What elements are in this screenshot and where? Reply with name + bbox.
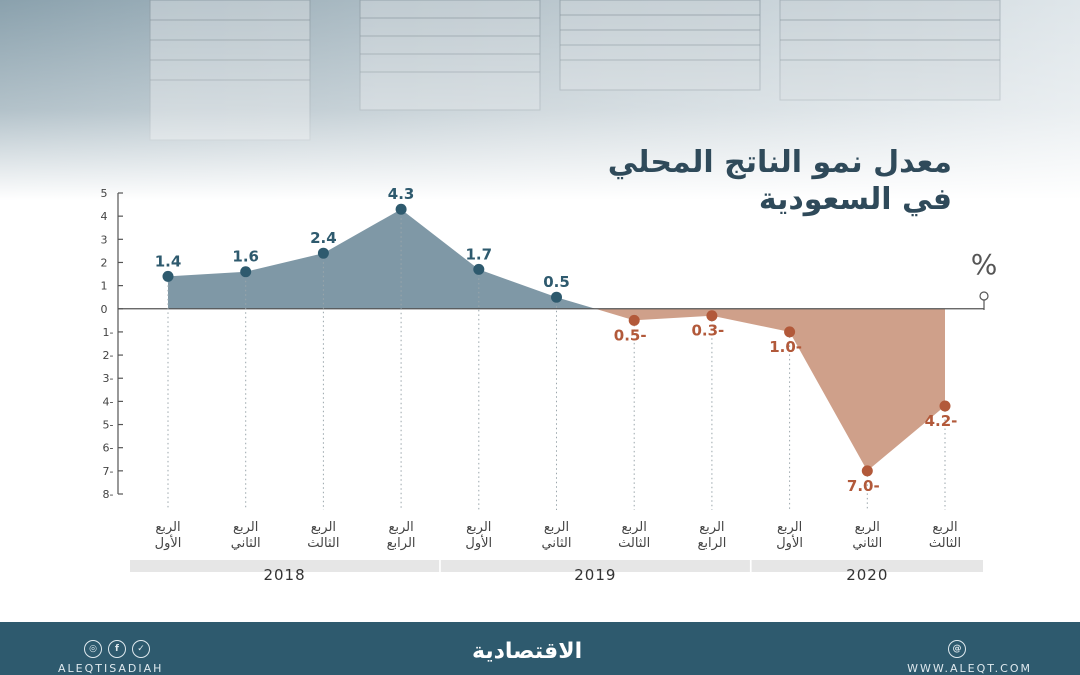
data-label: 1.4 bbox=[155, 252, 182, 270]
y-tick-label: 0 bbox=[101, 303, 108, 316]
y-tick-label: 2 bbox=[101, 256, 108, 269]
y-tick-label: 4- bbox=[103, 395, 114, 408]
negative-growth-area bbox=[595, 308, 945, 471]
category-label: الربع bbox=[544, 520, 569, 535]
year-band bbox=[440, 560, 750, 572]
data-label: 0.5 bbox=[543, 273, 570, 291]
category-label: الربع bbox=[855, 520, 880, 535]
data-point[interactable] bbox=[551, 291, 562, 303]
year-label: 2019 bbox=[574, 566, 616, 584]
category-label: الثاني bbox=[542, 536, 572, 551]
category-label: الثالث bbox=[618, 536, 650, 551]
footer-handle[interactable]: ALEQTISADIAH bbox=[58, 662, 164, 675]
data-point[interactable] bbox=[162, 270, 174, 282]
y-tick-label: 8- bbox=[103, 488, 114, 501]
data-label: 0.3- bbox=[691, 322, 724, 340]
year-label: 2020 bbox=[846, 566, 888, 584]
year-band bbox=[751, 560, 983, 572]
category-label: الثالث bbox=[307, 536, 339, 551]
data-point[interactable] bbox=[395, 203, 407, 215]
y-tick-label: 1 bbox=[101, 280, 108, 293]
category-label: الثالث bbox=[929, 536, 961, 551]
twitter-icon[interactable]: ✓ bbox=[132, 640, 150, 658]
y-tick-label: 3 bbox=[101, 233, 108, 246]
category-label: الثاني bbox=[852, 536, 882, 551]
category-label: الأول bbox=[155, 534, 182, 551]
data-label: 0.5- bbox=[614, 326, 647, 344]
category-label: الربع bbox=[699, 520, 724, 535]
data-point[interactable] bbox=[861, 465, 873, 477]
data-point[interactable] bbox=[317, 247, 329, 259]
category-label: الربع bbox=[233, 520, 258, 535]
footer-website[interactable]: WWW.ALEQT.COM bbox=[907, 662, 1032, 675]
category-label: الأول bbox=[465, 534, 492, 551]
category-label: الربع bbox=[466, 520, 491, 535]
data-label: 4.3 bbox=[388, 185, 415, 203]
y-tick-label: 5 bbox=[101, 187, 108, 200]
chart-title-line-1: معدل نمو الناتج المحلي bbox=[607, 145, 952, 180]
data-label: 7.0- bbox=[847, 477, 880, 495]
category-label: الربع bbox=[155, 520, 180, 535]
category-label: الربع bbox=[777, 520, 802, 535]
y-tick-label: 1- bbox=[103, 326, 114, 339]
category-label: الرابع bbox=[387, 536, 416, 551]
y-tick-label: 4 bbox=[101, 210, 108, 223]
data-point[interactable] bbox=[706, 310, 718, 322]
brand-logo: الاقتصادية bbox=[472, 639, 583, 664]
category-label: الربع bbox=[932, 520, 957, 535]
data-label: 1.0- bbox=[769, 338, 802, 356]
data-label: 1.7 bbox=[466, 245, 493, 263]
data-point[interactable] bbox=[628, 314, 640, 326]
category-label: الربع bbox=[388, 520, 413, 535]
data-label: 1.6 bbox=[232, 248, 259, 266]
category-label: الربع bbox=[311, 520, 336, 535]
y-tick-label: 7- bbox=[103, 465, 114, 478]
facebook-icon[interactable]: f bbox=[108, 640, 126, 658]
data-point[interactable] bbox=[784, 326, 796, 338]
data-label: 4.2- bbox=[925, 412, 958, 430]
data-label: 2.4 bbox=[310, 229, 337, 247]
year-band bbox=[130, 560, 440, 572]
chart-title-line-2: في السعودية bbox=[758, 182, 952, 217]
year-label: 2018 bbox=[263, 566, 305, 584]
y-tick-label: 2- bbox=[103, 349, 114, 362]
positive-growth-area bbox=[168, 209, 596, 309]
category-label: الثاني bbox=[231, 536, 261, 551]
header-coins-image bbox=[0, 0, 1080, 200]
data-point[interactable] bbox=[939, 400, 951, 412]
category-label: الأول bbox=[776, 534, 803, 551]
axis-end-marker bbox=[979, 291, 989, 310]
category-label: الرابع bbox=[697, 536, 726, 551]
category-label: الربع bbox=[622, 520, 647, 535]
globe-icon[interactable]: @ bbox=[948, 640, 966, 658]
y-tick-label: 5- bbox=[103, 419, 114, 432]
data-point[interactable] bbox=[240, 266, 252, 278]
instagram-icon[interactable]: ◎ bbox=[84, 640, 102, 658]
y-tick-label: 6- bbox=[103, 442, 114, 455]
footer-bar: ◎ f ✓ ALEQTISADIAH الاقتصادية @ WWW.ALEQ… bbox=[0, 622, 1080, 675]
y-tick-label: 3- bbox=[103, 372, 114, 385]
data-point[interactable] bbox=[473, 263, 485, 275]
unit-label: % bbox=[971, 248, 998, 281]
